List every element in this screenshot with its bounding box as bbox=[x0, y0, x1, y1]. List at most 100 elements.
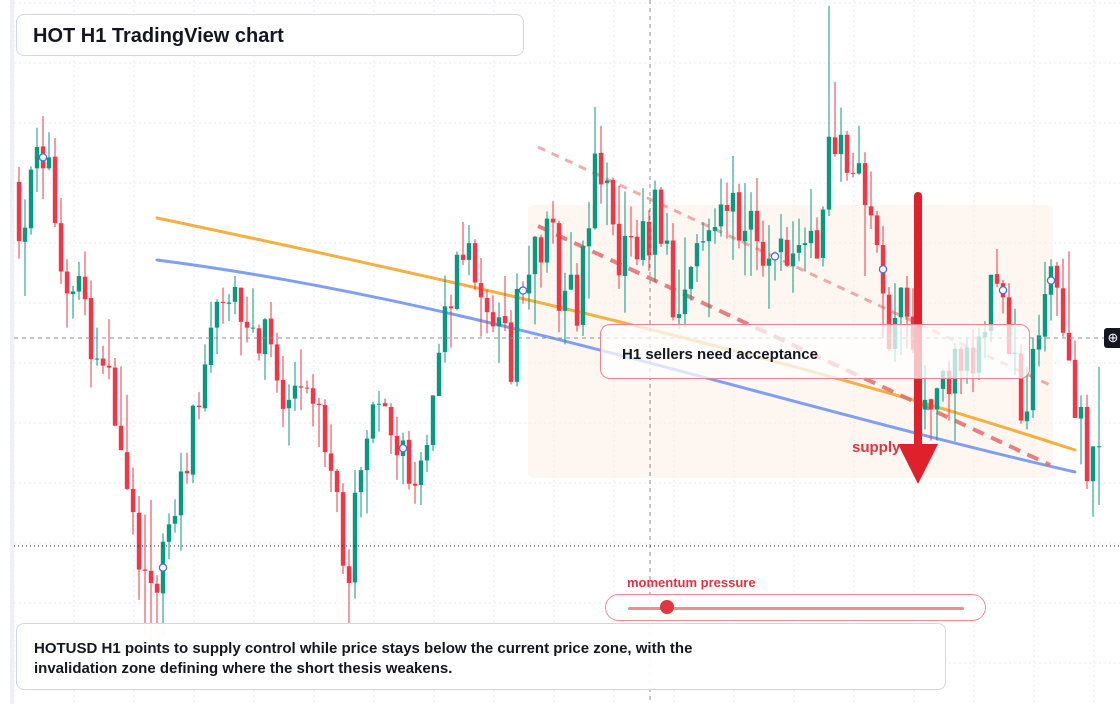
candle-body bbox=[754, 210, 760, 242]
candle-body bbox=[586, 228, 592, 247]
candle-body bbox=[628, 236, 634, 238]
momentum-slider[interactable] bbox=[605, 594, 986, 621]
candle-body bbox=[148, 570, 154, 584]
pivot-marker bbox=[1046, 276, 1056, 285]
candle-body bbox=[406, 439, 412, 484]
pivot-marker bbox=[38, 153, 48, 162]
candle-body bbox=[988, 274, 994, 331]
candle-body bbox=[100, 358, 106, 366]
candle-body bbox=[706, 230, 712, 242]
candle-body bbox=[268, 318, 274, 345]
candle-body bbox=[844, 134, 850, 173]
candle-body bbox=[886, 294, 892, 349]
candle-body bbox=[832, 137, 838, 155]
candle-body bbox=[130, 488, 136, 513]
candle-body bbox=[742, 230, 748, 242]
candle-body bbox=[358, 470, 364, 493]
candle-body bbox=[658, 189, 664, 244]
candle-body bbox=[202, 364, 208, 409]
candle-body bbox=[352, 492, 358, 583]
candle-body bbox=[442, 306, 448, 353]
candle-body bbox=[460, 254, 466, 260]
candle-body bbox=[172, 515, 178, 524]
candle-body bbox=[118, 425, 124, 451]
candle-body bbox=[508, 322, 514, 382]
candle-body bbox=[418, 460, 424, 486]
candle-body bbox=[700, 241, 706, 243]
candle-body bbox=[646, 221, 652, 256]
candle-body bbox=[622, 236, 628, 277]
pivot-marker bbox=[518, 286, 528, 295]
callout-text: H1 sellers need acceptance bbox=[622, 346, 818, 363]
plus-circle-icon[interactable]: ⊕ bbox=[1104, 328, 1120, 348]
momentum-label: momentum pressure bbox=[627, 575, 756, 590]
summary-card: HOTUSD H1 points to supply control while… bbox=[16, 623, 946, 690]
candle-body bbox=[142, 569, 148, 571]
momentum-knob[interactable] bbox=[659, 600, 674, 614]
candle-body bbox=[154, 583, 160, 593]
candle-body bbox=[676, 314, 682, 318]
candle-body bbox=[1018, 353, 1024, 421]
candle-body bbox=[190, 405, 196, 475]
candle-body bbox=[610, 179, 616, 225]
candle-body bbox=[838, 134, 844, 155]
candle-body bbox=[424, 445, 430, 461]
candle-body bbox=[286, 399, 292, 409]
candle-body bbox=[274, 344, 280, 381]
candle-body bbox=[640, 221, 646, 260]
pivot-marker bbox=[158, 563, 168, 572]
candle-body bbox=[412, 483, 418, 486]
candle-body bbox=[478, 283, 484, 298]
callout-box: H1 sellers need acceptance bbox=[600, 324, 1030, 379]
candle-body bbox=[994, 274, 1000, 284]
candle-body bbox=[748, 210, 754, 230]
candle-body bbox=[652, 189, 658, 255]
candle-body bbox=[904, 287, 910, 317]
candle-body bbox=[1066, 332, 1072, 361]
candle-body bbox=[124, 452, 130, 489]
candle-body bbox=[244, 321, 250, 328]
candle-body bbox=[256, 328, 262, 354]
candle-body bbox=[136, 512, 142, 570]
candle-body bbox=[1030, 348, 1036, 411]
candle-body bbox=[502, 316, 508, 324]
candle-body bbox=[862, 163, 868, 206]
candle-body bbox=[88, 297, 94, 360]
arrow-head bbox=[898, 444, 938, 484]
candle-body bbox=[796, 245, 802, 253]
candle-body bbox=[868, 206, 874, 216]
candle-body bbox=[1036, 335, 1042, 350]
candle-body bbox=[1072, 359, 1078, 418]
candle-body bbox=[670, 240, 676, 318]
candle-body bbox=[394, 435, 400, 456]
candle-body bbox=[316, 403, 322, 406]
candle-body bbox=[1024, 411, 1030, 422]
candle-body bbox=[322, 405, 328, 453]
candle-body bbox=[466, 243, 472, 260]
candle-body bbox=[766, 258, 772, 266]
supply-zone-label: supply bbox=[852, 439, 901, 456]
candle-body bbox=[292, 385, 298, 399]
candle-body bbox=[388, 406, 394, 436]
candle-body bbox=[538, 237, 544, 263]
candle-body bbox=[58, 223, 64, 272]
candle-body bbox=[376, 403, 382, 405]
candle-body bbox=[16, 181, 22, 242]
candle-body bbox=[802, 243, 808, 246]
candle-body bbox=[226, 302, 232, 304]
candle-body bbox=[262, 319, 268, 355]
candle-body bbox=[232, 286, 238, 302]
pivot-marker bbox=[770, 252, 780, 261]
candle-body bbox=[550, 218, 556, 223]
candle-body bbox=[730, 192, 736, 212]
candle-body bbox=[664, 240, 670, 244]
candle-body bbox=[682, 289, 688, 315]
candle-body bbox=[634, 236, 640, 260]
candle-body bbox=[484, 297, 490, 313]
candle-body bbox=[556, 223, 562, 311]
candle-body bbox=[562, 290, 568, 311]
candle-body bbox=[250, 327, 256, 329]
candle-body bbox=[604, 180, 610, 184]
down-arrow bbox=[898, 192, 938, 484]
candle-body bbox=[472, 243, 478, 283]
